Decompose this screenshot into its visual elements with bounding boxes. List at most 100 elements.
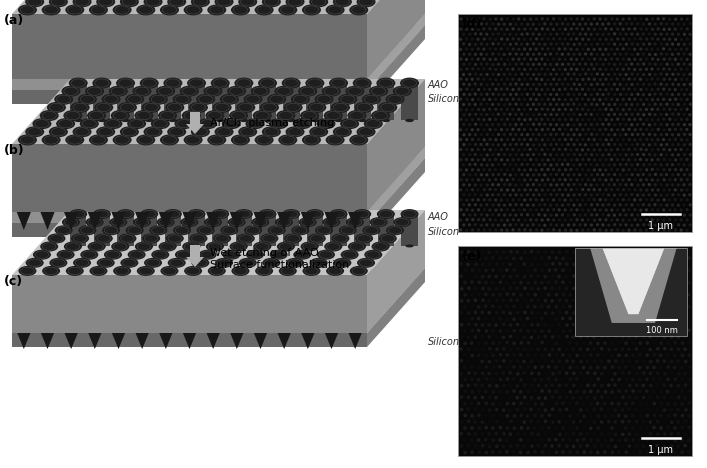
Circle shape	[517, 158, 520, 161]
Circle shape	[581, 118, 584, 121]
Circle shape	[530, 408, 533, 411]
Circle shape	[582, 438, 585, 441]
Circle shape	[592, 67, 595, 71]
Circle shape	[515, 193, 518, 197]
Circle shape	[604, 178, 607, 182]
Circle shape	[628, 323, 631, 327]
Circle shape	[491, 204, 495, 207]
Circle shape	[679, 128, 683, 131]
Circle shape	[471, 390, 474, 394]
Circle shape	[624, 203, 628, 206]
Circle shape	[530, 372, 534, 375]
Circle shape	[607, 143, 610, 146]
Circle shape	[503, 73, 506, 76]
Circle shape	[498, 305, 502, 308]
Ellipse shape	[117, 209, 134, 219]
Circle shape	[595, 33, 599, 36]
Circle shape	[680, 27, 683, 30]
Polygon shape	[141, 214, 158, 246]
Circle shape	[645, 257, 649, 260]
Circle shape	[651, 98, 654, 101]
Circle shape	[537, 153, 541, 156]
Circle shape	[668, 18, 671, 21]
Circle shape	[534, 208, 538, 212]
Circle shape	[508, 408, 512, 412]
Circle shape	[548, 402, 551, 405]
Circle shape	[600, 275, 603, 278]
Circle shape	[543, 163, 547, 166]
Circle shape	[682, 204, 686, 206]
Circle shape	[674, 138, 677, 141]
Circle shape	[544, 275, 547, 278]
Circle shape	[554, 378, 558, 381]
Circle shape	[519, 365, 522, 369]
Circle shape	[484, 451, 488, 454]
Circle shape	[547, 178, 549, 181]
Circle shape	[598, 168, 602, 171]
Ellipse shape	[255, 4, 274, 15]
Ellipse shape	[42, 266, 60, 276]
Circle shape	[522, 336, 526, 339]
Circle shape	[674, 48, 677, 51]
Circle shape	[465, 78, 468, 81]
Circle shape	[514, 133, 518, 136]
Polygon shape	[12, 14, 425, 79]
Circle shape	[616, 37, 619, 41]
Circle shape	[520, 123, 523, 126]
Circle shape	[523, 286, 527, 290]
Circle shape	[532, 83, 535, 86]
Circle shape	[567, 63, 570, 66]
Circle shape	[529, 228, 532, 232]
Circle shape	[575, 37, 578, 41]
Circle shape	[552, 208, 556, 211]
Circle shape	[619, 223, 622, 227]
Circle shape	[502, 432, 506, 436]
Circle shape	[584, 193, 587, 197]
Circle shape	[636, 63, 640, 66]
Circle shape	[604, 208, 608, 212]
Circle shape	[648, 204, 650, 207]
Circle shape	[687, 341, 691, 344]
Circle shape	[522, 383, 526, 387]
Ellipse shape	[78, 94, 97, 105]
Circle shape	[488, 198, 491, 201]
Circle shape	[686, 293, 691, 297]
Circle shape	[575, 208, 578, 212]
Circle shape	[628, 17, 631, 21]
Circle shape	[599, 208, 602, 212]
Circle shape	[648, 213, 651, 216]
Circle shape	[549, 153, 552, 156]
Circle shape	[484, 354, 488, 357]
Circle shape	[648, 163, 651, 166]
Circle shape	[613, 213, 616, 217]
Circle shape	[670, 432, 673, 436]
Circle shape	[494, 138, 498, 141]
Circle shape	[554, 451, 559, 454]
Circle shape	[570, 229, 573, 232]
Circle shape	[627, 158, 631, 161]
Circle shape	[480, 250, 484, 254]
Circle shape	[486, 43, 489, 46]
Circle shape	[464, 293, 467, 297]
Circle shape	[578, 223, 582, 227]
Circle shape	[552, 189, 556, 191]
Circle shape	[571, 396, 575, 400]
Circle shape	[477, 168, 480, 171]
Circle shape	[509, 323, 513, 327]
Circle shape	[544, 133, 547, 136]
Circle shape	[599, 68, 602, 71]
Circle shape	[552, 118, 555, 121]
Circle shape	[614, 335, 618, 338]
Circle shape	[592, 336, 596, 339]
Circle shape	[663, 299, 667, 302]
Ellipse shape	[243, 94, 262, 105]
Circle shape	[515, 33, 518, 36]
Circle shape	[515, 143, 518, 146]
Circle shape	[573, 123, 575, 126]
Circle shape	[555, 93, 559, 96]
Circle shape	[616, 108, 619, 111]
Circle shape	[551, 432, 554, 436]
Circle shape	[572, 32, 575, 36]
Circle shape	[587, 168, 590, 171]
Circle shape	[585, 444, 589, 447]
